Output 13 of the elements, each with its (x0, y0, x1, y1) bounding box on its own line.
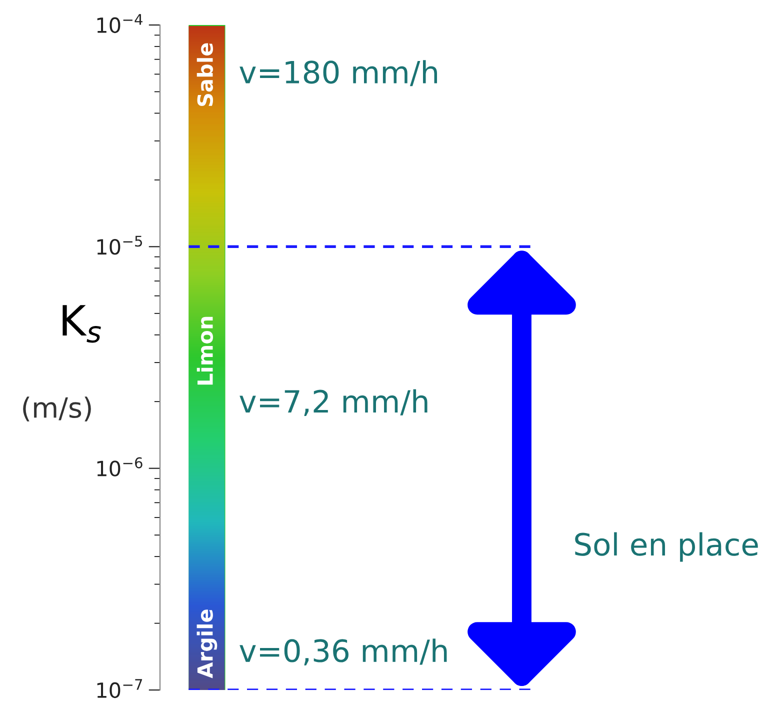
annotation: Argile (196, 610, 218, 678)
annotation: Limon (196, 316, 214, 385)
text: Sol en place (575, 532, 758, 562)
text: (m/s) (23, 396, 91, 422)
y-tick-label: 10$^{−5}$ (97, 236, 142, 255)
annotation: v=0,36 mm/h (240, 638, 447, 666)
annotation: Sable (196, 43, 214, 106)
y-tick-label: 10$^{−4}$ (97, 14, 142, 34)
y-tick-label: 10$^{−6}$ (97, 457, 142, 476)
y-tick-label: 10$^{−7}$ (97, 679, 142, 698)
annotation: v=180 mm/h (240, 60, 438, 86)
annotation: v=7,2 mm/h (240, 389, 428, 416)
y-axis-title: K$_{s}$ (62, 305, 101, 343)
